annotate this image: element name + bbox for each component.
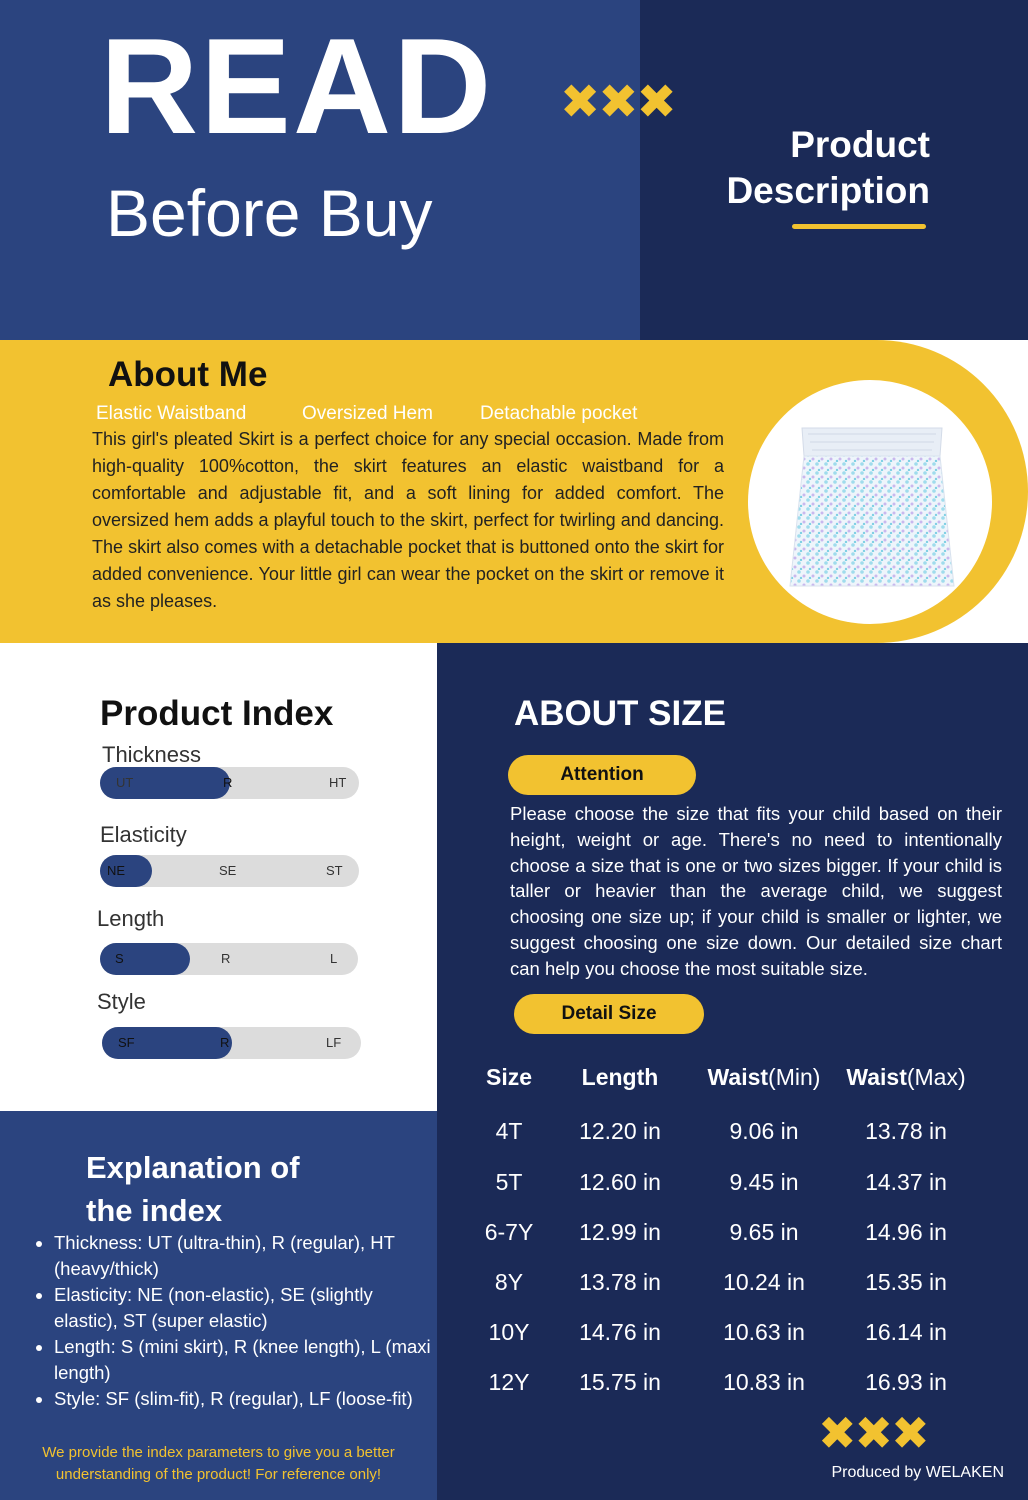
- table-cell: 9.45 in: [729, 1169, 799, 1195]
- table-cell: 15.35 in: [865, 1269, 947, 1295]
- header-left-panel: [0, 0, 640, 340]
- table-cell: 5T: [495, 1169, 523, 1195]
- elasticity-scale-bar: NE SE ST: [100, 855, 359, 887]
- scale-tick: R: [223, 775, 233, 790]
- table-cell: 12.60 in: [579, 1169, 661, 1195]
- table-header-waist-max: Waist(Max): [846, 1064, 966, 1090]
- about-me-title: About Me: [108, 355, 268, 394]
- section-title-line-2: Description: [726, 170, 930, 211]
- explanation-panel: [0, 1111, 437, 1500]
- length-scale-bar: S R L: [100, 943, 358, 975]
- scale-tick: SF: [118, 1035, 135, 1050]
- scale-tick: NE: [107, 863, 126, 878]
- elasticity-scale-fill: [100, 855, 152, 887]
- about-me-description: This girl's pleated Skirt is a perfect c…: [92, 429, 724, 611]
- table-cell: 14.76 in: [579, 1319, 661, 1345]
- table-cell: 4T: [495, 1118, 523, 1144]
- scale-tick: L: [330, 951, 338, 966]
- table-cell: 10.83 in: [723, 1369, 805, 1395]
- list-item: Elasticity: NE (non-elastic), SE (slight…: [54, 1282, 439, 1334]
- style-scale-bar: SF R LF: [102, 1027, 361, 1059]
- reference-note: We provide the index parameters to give …: [42, 1444, 395, 1483]
- product-index-title: Product Index: [100, 694, 334, 733]
- section-title-line-1: Product: [790, 124, 930, 165]
- table-cell: 13.78 in: [579, 1269, 661, 1295]
- attention-badge: Attention: [508, 755, 696, 795]
- feature-tag: Elastic Waistband: [96, 403, 247, 424]
- title-underline: [792, 224, 926, 229]
- list-item: Length: S (mini skirt), R (knee length),…: [54, 1334, 439, 1386]
- thickness-scale-fill: [100, 767, 230, 799]
- table-header-length: Length: [581, 1064, 659, 1090]
- table-cell: 16.14 in: [865, 1319, 947, 1345]
- about-size-title: ABOUT SIZE: [514, 694, 726, 733]
- table-cell: 13.78 in: [865, 1118, 947, 1144]
- table-cell: 14.96 in: [865, 1219, 947, 1245]
- length-scale-fill: [100, 943, 191, 975]
- list-item: Thickness: UT (ultra-thin), R (regular),…: [54, 1230, 439, 1282]
- skirt-photo-icon: [789, 427, 955, 587]
- cross-marks-icon: ✖✖✖: [560, 74, 677, 130]
- table-cell: 16.93 in: [865, 1369, 947, 1395]
- table-cell: 10.63 in: [723, 1319, 805, 1345]
- scale-tick: HT: [329, 775, 347, 790]
- table-cell: 14.37 in: [865, 1169, 947, 1195]
- table-header-waist-min: Waist(Min): [707, 1064, 821, 1090]
- table-cell: 9.65 in: [729, 1219, 799, 1245]
- scale-label-thickness: Thickness: [102, 742, 202, 767]
- scale-label-elasticity: Elasticity: [100, 822, 187, 847]
- explanation-title: Explanation of the index: [86, 1146, 300, 1232]
- thickness-scale-bar: UT R HT: [100, 767, 359, 799]
- headline-read: READ: [100, 10, 494, 162]
- scale-label-length: Length: [97, 906, 165, 931]
- explanation-list: Thickness: UT (ultra-thin), R (regular),…: [38, 1230, 439, 1412]
- size-guidance-text: Please choose the size that fits your ch…: [510, 803, 1002, 979]
- table-header-size: Size: [485, 1064, 533, 1090]
- headline-before-buy: Before Buy: [106, 176, 433, 250]
- table-cell: 9.06 in: [729, 1118, 799, 1144]
- explanation-title-line-2: the index: [86, 1193, 223, 1228]
- produced-by-credit: Produced by WELAKEN: [831, 1464, 1004, 1481]
- scale-tick: S: [115, 951, 124, 966]
- feature-tag: Oversized Hem: [302, 403, 433, 424]
- table-cell: 12.99 in: [579, 1219, 661, 1245]
- scale-tick: SE: [219, 863, 237, 878]
- table-cell: 12Y: [488, 1369, 530, 1395]
- table-cell: 8Y: [494, 1269, 524, 1295]
- cross-marks-icon: ✖✖✖: [818, 1406, 930, 1460]
- scale-label-style: Style: [97, 989, 146, 1014]
- list-item: Style: SF (slim-fit), R (regular), LF (l…: [54, 1386, 439, 1412]
- style-scale-fill: [102, 1027, 232, 1059]
- scale-tick: R: [221, 951, 231, 966]
- detail-size-badge: Detail Size: [514, 994, 704, 1034]
- scale-tick: R: [220, 1035, 230, 1050]
- scale-tick: UT: [116, 775, 134, 790]
- scale-tick: ST: [326, 863, 343, 878]
- scale-tick: LF: [326, 1035, 342, 1050]
- section-title-product-description: Product Description: [660, 122, 930, 214]
- table-cell: 15.75 in: [579, 1369, 661, 1395]
- table-cell: 12.20 in: [579, 1118, 661, 1144]
- explanation-title-line-1: Explanation of: [86, 1150, 300, 1185]
- table-cell: 10.24 in: [723, 1269, 805, 1295]
- table-cell: 10Y: [488, 1319, 530, 1345]
- header-right-panel: [640, 0, 1028, 340]
- feature-tag: Detachable pocket: [480, 403, 638, 424]
- table-cell: 6-7Y: [484, 1219, 534, 1245]
